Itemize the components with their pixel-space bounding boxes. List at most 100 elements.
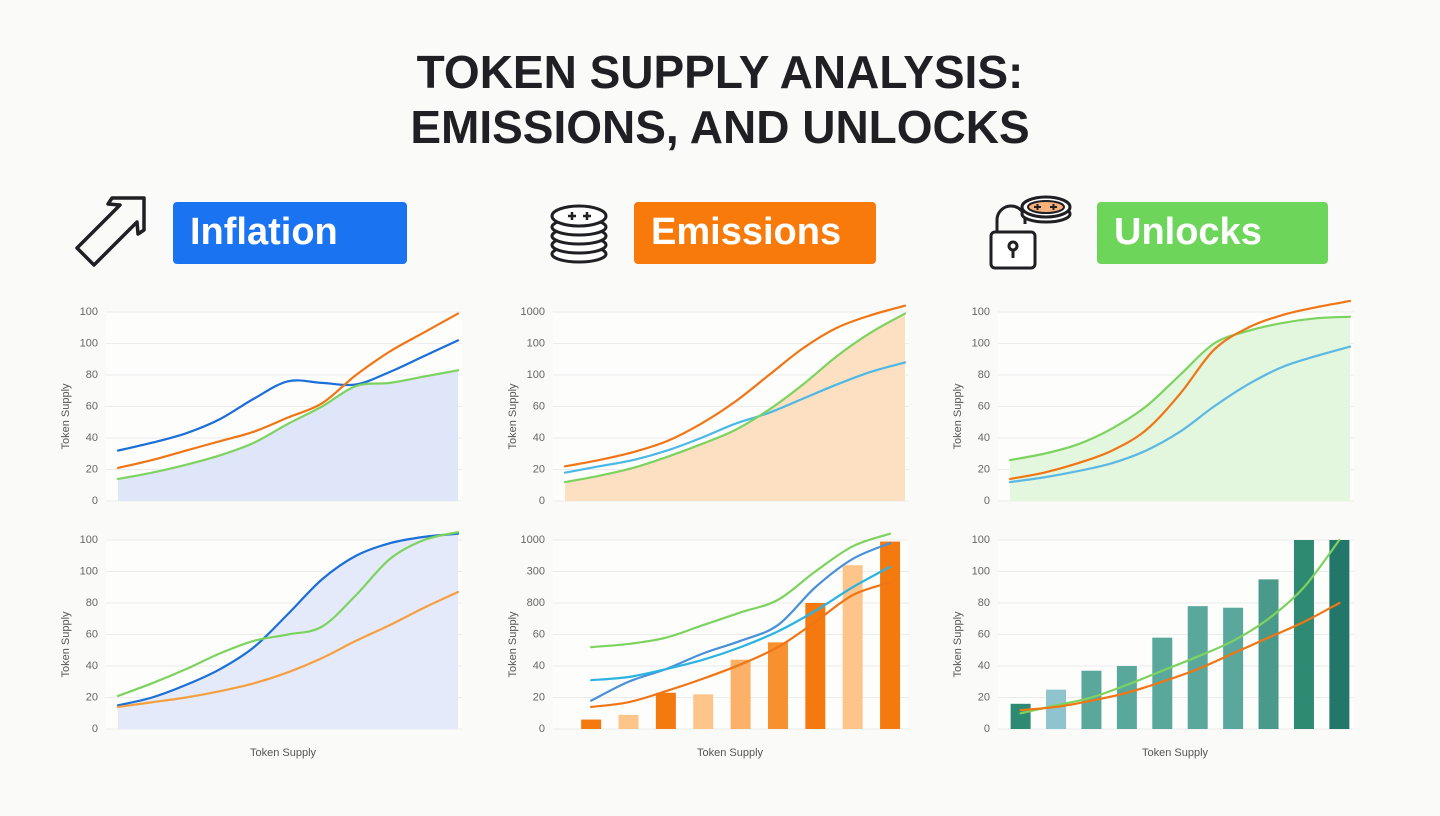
line — [116, 312, 460, 470]
y-tick-label: 0 — [539, 495, 545, 507]
y-tick-label: 40 — [86, 660, 98, 672]
y-tick-label: 60 — [533, 628, 545, 640]
section-badge — [1097, 202, 1328, 264]
y-tick-label: 100 — [527, 337, 545, 349]
area — [118, 370, 458, 501]
chart: 0 20 40 60 800 300 1000 Token Supply Token Suppl… — [507, 532, 909, 759]
section-label: Emissions — [651, 211, 841, 253]
bar — [880, 541, 901, 729]
y-tick-label: 100 — [972, 565, 990, 577]
line — [116, 531, 460, 698]
area — [1010, 316, 1350, 501]
bar — [581, 719, 602, 729]
line — [116, 532, 460, 707]
title-line: EMISSIONS, AND UNLOCKS — [410, 101, 1029, 153]
bar — [618, 714, 639, 729]
line — [1019, 601, 1341, 712]
y-tick-label: 40 — [533, 660, 545, 672]
bar — [693, 694, 714, 729]
y-tick-label: 100 — [972, 534, 990, 546]
bar — [1010, 703, 1031, 729]
lock-icon — [989, 195, 1072, 270]
y-tick-label: 0 — [92, 495, 98, 507]
bar — [1187, 606, 1208, 729]
area — [118, 533, 458, 729]
y-tick-label: 100 — [80, 337, 98, 349]
section-label: Inflation — [190, 211, 338, 253]
y-axis-label: Token Supply — [507, 611, 519, 678]
y-axis-label: Token Supply — [952, 383, 964, 450]
bar — [1046, 689, 1067, 729]
chart: 0 20 40 60 80 100 100 Token Supply Token Supply — [952, 534, 1354, 759]
line — [563, 361, 907, 474]
line — [1008, 299, 1352, 481]
y-tick-label: 0 — [539, 723, 545, 735]
y-tick-label: 100 — [80, 534, 98, 546]
bar — [805, 603, 826, 729]
line — [1008, 315, 1352, 462]
title-line: TOKEN SUPPLY ANALYSIS: — [417, 46, 1024, 98]
line — [590, 532, 892, 649]
y-tick-label: 20 — [86, 463, 98, 475]
x-axis-label: Token Supply — [1142, 747, 1209, 759]
y-tick-label: 40 — [978, 432, 990, 444]
line — [563, 312, 907, 484]
y-tick-label: 20 — [533, 463, 545, 475]
line — [1008, 345, 1352, 484]
area — [565, 313, 905, 501]
y-axis-label: Token Supply — [60, 611, 72, 678]
y-tick-label: 100 — [972, 337, 990, 349]
y-tick-label: 20 — [978, 691, 990, 703]
y-tick-label: 80 — [86, 369, 98, 381]
y-axis-label: Token Supply — [60, 383, 72, 450]
y-tick-label: 60 — [978, 400, 990, 412]
y-tick-label: 1000 — [521, 534, 545, 546]
y-axis-label: Token Supply — [507, 383, 519, 450]
section-badge — [173, 202, 407, 264]
chart: 0 20 40 60 80 100 100 Token Supply — [952, 299, 1354, 507]
y-tick-label: 100 — [527, 369, 545, 381]
bar — [1223, 607, 1244, 729]
chart: 0 20 40 60 80 100 100 Token Supply — [60, 306, 462, 507]
chart: 0 20 40 60 100 100 1000 Token Supply — [507, 304, 909, 507]
section-badge — [634, 202, 876, 264]
y-tick-label: 40 — [978, 660, 990, 672]
bar — [767, 642, 788, 729]
y-tick-label: 40 — [86, 432, 98, 444]
bar — [1116, 666, 1137, 729]
bar — [655, 692, 676, 729]
y-tick-label: 60 — [86, 628, 98, 640]
y-tick-label: 60 — [978, 628, 990, 640]
y-tick-label: 1000 — [521, 306, 545, 318]
y-tick-label: 60 — [533, 400, 545, 412]
y-tick-label: 60 — [86, 400, 98, 412]
coins-icon — [550, 204, 608, 264]
y-tick-label: 0 — [984, 723, 990, 735]
line — [563, 304, 907, 468]
x-axis-label: Token Supply — [697, 747, 764, 759]
section-label: Unlocks — [1114, 211, 1262, 253]
y-tick-label: 0 — [984, 495, 990, 507]
bar — [1329, 540, 1350, 729]
y-tick-label: 20 — [533, 691, 545, 703]
y-tick-label: 80 — [978, 597, 990, 609]
y-tick-label: 80 — [86, 597, 98, 609]
x-axis-label: Token Supply — [250, 747, 317, 759]
bar — [1152, 637, 1173, 729]
y-tick-label: 100 — [80, 565, 98, 577]
chart: 0 20 40 60 80 100 100 Token Supply Token Supply — [60, 531, 462, 759]
bar — [730, 659, 751, 729]
bar — [1293, 540, 1314, 729]
line — [116, 339, 460, 452]
y-tick-label: 20 — [86, 691, 98, 703]
line — [116, 590, 460, 709]
y-tick-label: 100 — [80, 306, 98, 318]
arrow-icon — [75, 196, 146, 267]
line — [1019, 538, 1341, 715]
line — [590, 581, 892, 709]
y-tick-label: 100 — [972, 306, 990, 318]
y-tick-label: 80 — [978, 369, 990, 381]
line — [116, 369, 460, 481]
y-tick-label: 800 — [527, 597, 545, 609]
